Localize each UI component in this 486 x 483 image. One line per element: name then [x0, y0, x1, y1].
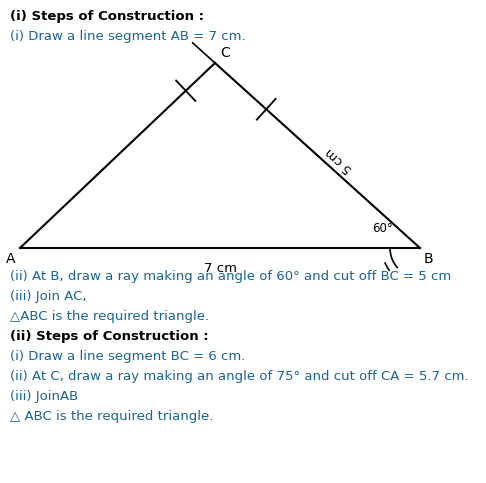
Text: B: B — [424, 252, 434, 266]
Text: A: A — [5, 252, 15, 266]
Text: (ii) At B, draw a ray making an angle of 60° and cut off BC = 5 cm: (ii) At B, draw a ray making an angle of… — [10, 270, 451, 283]
Text: 5 cm: 5 cm — [324, 145, 355, 176]
Text: (i) Steps of Construction :: (i) Steps of Construction : — [10, 10, 204, 23]
Text: 60°: 60° — [372, 222, 392, 235]
Text: (ii) Steps of Construction :: (ii) Steps of Construction : — [10, 330, 208, 343]
Text: (ii) At C, draw a ray making an angle of 75° and cut off CA = 5.7 cm.: (ii) At C, draw a ray making an angle of… — [10, 370, 469, 383]
Text: (iii) JoinAB: (iii) JoinAB — [10, 390, 78, 403]
Text: △ ABC is the required triangle.: △ ABC is the required triangle. — [10, 410, 213, 423]
Text: (iii) Join AC,: (iii) Join AC, — [10, 290, 87, 303]
Text: (i) Draw a line segment BC = 6 cm.: (i) Draw a line segment BC = 6 cm. — [10, 350, 245, 363]
Text: 7 cm: 7 cm — [204, 262, 237, 275]
Text: C: C — [220, 46, 230, 60]
Text: (i) Draw a line segment AB = 7 cm.: (i) Draw a line segment AB = 7 cm. — [10, 30, 245, 43]
Text: △ABC is the required triangle.: △ABC is the required triangle. — [10, 310, 209, 323]
